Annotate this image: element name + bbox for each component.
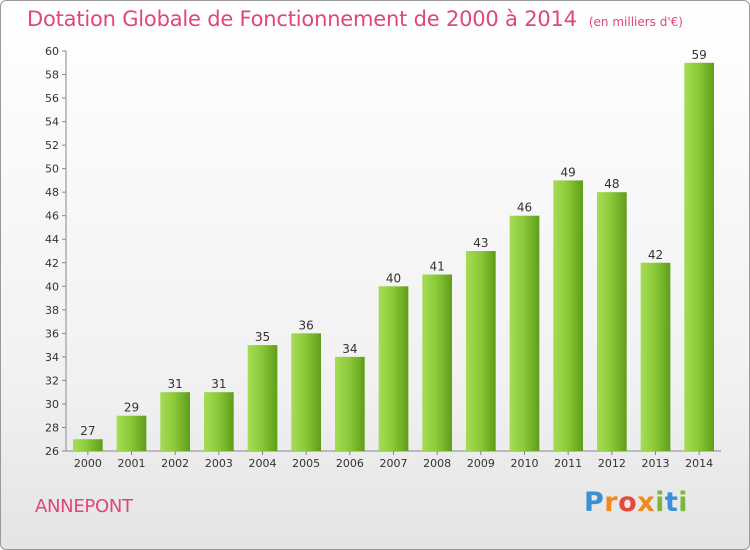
y-tick-label: 26 <box>45 445 59 458</box>
commune-name: ANNEPONT <box>35 496 133 517</box>
bar <box>160 392 191 451</box>
x-tick-label: 2003 <box>205 457 233 470</box>
data-label: 36 <box>299 318 314 332</box>
y-tick-label: 38 <box>45 304 59 317</box>
y-tick-label: 36 <box>45 327 59 340</box>
bar <box>596 192 627 452</box>
x-tick-label: 2008 <box>423 457 451 470</box>
bar <box>509 215 540 451</box>
y-tick-label: 32 <box>45 374 59 387</box>
x-tick-label: 2000 <box>74 457 102 470</box>
data-label: 31 <box>168 377 183 391</box>
y-tick-label: 54 <box>45 116 59 129</box>
data-label: 48 <box>604 177 619 191</box>
x-tick-label: 2012 <box>598 457 626 470</box>
y-tick-label: 50 <box>45 163 59 176</box>
x-tick-label: 2001 <box>118 457 146 470</box>
x-tick-label: 2013 <box>642 457 670 470</box>
y-tick-label: 34 <box>45 351 59 364</box>
y-tick-label: 56 <box>45 92 59 105</box>
y-tick-label: 30 <box>45 398 59 411</box>
x-tick-label: 2011 <box>554 457 582 470</box>
bar <box>465 251 496 451</box>
y-tick-label: 58 <box>45 69 59 82</box>
data-label: 31 <box>211 377 226 391</box>
y-tick-label: 52 <box>45 139 59 152</box>
x-tick-label: 2002 <box>161 457 189 470</box>
bar <box>203 392 234 451</box>
title-main: Dotation Globale de Fonctionnement de 20… <box>27 7 577 31</box>
data-label: 49 <box>561 165 576 179</box>
x-tick-label: 2006 <box>336 457 364 470</box>
data-label: 42 <box>648 248 663 262</box>
x-tick-label: 2005 <box>292 457 320 470</box>
y-tick-label: 44 <box>45 233 59 246</box>
data-label: 34 <box>342 342 357 356</box>
data-label: 29 <box>124 401 139 415</box>
proxiti-logo: Proxiti <box>584 487 689 518</box>
bar <box>684 62 715 451</box>
data-label: 43 <box>473 236 488 250</box>
bar <box>422 274 453 451</box>
data-label: 40 <box>386 271 401 285</box>
y-tick-label: 28 <box>45 421 59 434</box>
x-tick-label: 2014 <box>685 457 713 470</box>
title-unit: (en milliers d'€) <box>588 15 683 29</box>
bar <box>640 262 671 451</box>
y-tick-label: 42 <box>45 257 59 270</box>
x-tick-label: 2009 <box>467 457 495 470</box>
bar <box>334 356 365 451</box>
data-label: 35 <box>255 330 270 344</box>
data-label: 41 <box>430 260 445 274</box>
y-tick-label: 40 <box>45 280 59 293</box>
data-label: 46 <box>517 201 532 215</box>
y-tick-label: 60 <box>45 45 59 58</box>
data-label: 59 <box>692 48 707 62</box>
x-tick-label: 2007 <box>380 457 408 470</box>
data-label: 27 <box>80 424 95 438</box>
x-tick-label: 2004 <box>249 457 277 470</box>
bar <box>291 333 322 451</box>
bar <box>247 345 278 451</box>
bar <box>116 415 147 451</box>
x-tick-label: 2010 <box>511 457 539 470</box>
bar <box>72 439 103 451</box>
bar <box>553 180 584 452</box>
bar <box>378 286 409 451</box>
y-tick-label: 46 <box>45 210 59 223</box>
y-tick-label: 48 <box>45 186 59 199</box>
chart-title: Dotation Globale de Fonctionnement de 20… <box>27 7 683 31</box>
